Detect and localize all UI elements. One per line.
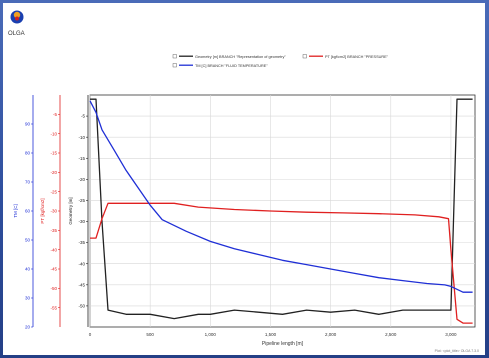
series-line-press — [90, 202, 473, 324]
y-tick-label-geom: -40 — [78, 261, 85, 266]
y-axis-label-geom: Geometry [m] — [68, 197, 73, 224]
y-tick-label-geom: -10 — [78, 135, 85, 140]
y-tick-label-temp: 30 — [25, 296, 31, 301]
y-tick-label-press: -45 — [50, 267, 57, 272]
y-tick-label-press: -30 — [50, 209, 57, 214]
y-tick-label-temp: 40 — [25, 267, 31, 272]
pipeline-profile-chart: OLGA Geometry [m] BRANCH "Representation… — [8, 10, 479, 353]
x-tick-label: 1,500 — [265, 332, 277, 337]
y-tick-label-press: -40 — [50, 247, 57, 252]
legend-checkbox — [172, 63, 177, 68]
x-tick-label: 1,000 — [205, 332, 217, 337]
legend-entry: Geometry [m] BRANCH "Representation of g… — [195, 55, 286, 59]
y-tick-label-temp: 20 — [25, 325, 31, 330]
y-tick-label-geom: -45 — [78, 282, 85, 287]
y-tick-label-press: -15 — [50, 151, 57, 156]
y-tick-label-press: -25 — [50, 189, 57, 194]
y-axis-label-press: PT [kgf/cm2] — [40, 198, 45, 223]
x-tick-label: 0 — [89, 332, 92, 337]
y-tick-label-geom: -15 — [78, 156, 85, 161]
x-tick-label: 3,000 — [445, 332, 457, 337]
legend-entry: TM [C] BRANCH "FLUID TEMPERATURE" — [195, 64, 268, 68]
legend-checkbox — [172, 54, 177, 59]
x-tick-label: 500 — [146, 332, 154, 337]
chart-axes: 0 500 1,000 1,500 2,000 2,500 3,000 Pipeline le… — [13, 94, 476, 347]
y-tick-label-temp: 60 — [25, 209, 31, 214]
series-line-temp — [89, 100, 473, 293]
y-tick-label-press: -55 — [50, 305, 57, 310]
y-tick-label-temp: 50 — [25, 238, 31, 243]
legend-entry: PT [kgf/cm2] BRANCH "PRESSURE" — [325, 55, 389, 59]
footer-note: Plot: <plot_title> OLGA 7.3.0 — [435, 349, 479, 353]
chart-panel: OLGA Geometry [m] BRANCH "Representation… — [3, 3, 485, 355]
y-tick-label-press: -10 — [50, 131, 57, 136]
olga-logo-icon-highlight — [13, 11, 21, 19]
plot-area — [89, 98, 473, 324]
y-axis-label-temp: TM [C] — [13, 204, 18, 218]
y-tick-label-geom: -30 — [78, 219, 85, 224]
x-axis-label: Pipeline length [m] — [262, 341, 304, 347]
y-tick-label-geom: -25 — [78, 198, 85, 203]
y-tick-label-geom: -5 — [81, 114, 85, 119]
y-tick-label-temp: 90 — [25, 122, 31, 127]
olga-logo-icon-core — [15, 16, 19, 21]
y-tick-label-geom: -20 — [78, 177, 85, 182]
y-tick-label-geom: -50 — [78, 304, 85, 309]
y-tick-label-press: -50 — [50, 286, 57, 291]
y-tick-label-press: -35 — [50, 228, 57, 233]
y-tick-label-press: -5 — [53, 112, 57, 117]
y-tick-label-press: -20 — [50, 170, 57, 175]
legend-checkbox — [302, 54, 307, 59]
y-tick-label-temp: 70 — [25, 180, 31, 185]
olga-logo-text: OLGA — [8, 31, 25, 37]
y-tick-label-geom: -35 — [78, 240, 85, 245]
x-tick-label: 2,500 — [385, 332, 397, 337]
chart-legend: Geometry [m] BRANCH "Representation of g… — [172, 54, 389, 68]
x-tick-label: 2,000 — [325, 332, 337, 337]
series-line-geom — [90, 98, 473, 320]
y-tick-label-temp: 80 — [25, 151, 31, 156]
olga-logo: OLGA — [8, 10, 25, 37]
